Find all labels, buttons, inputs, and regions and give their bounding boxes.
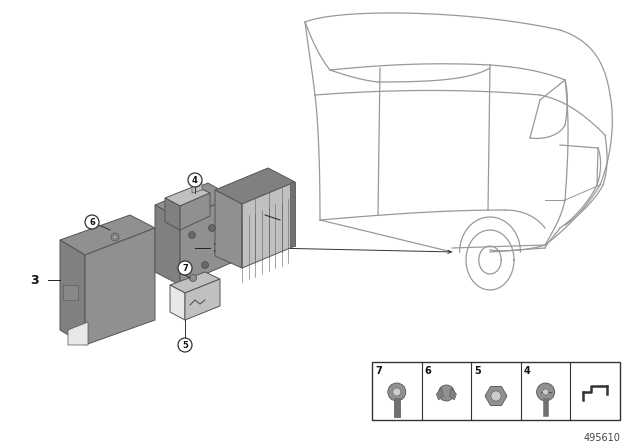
Text: 7: 7 [182,263,188,272]
Text: 5: 5 [474,366,481,376]
Text: 3: 3 [30,273,38,287]
Circle shape [536,383,555,401]
Polygon shape [242,182,295,268]
Polygon shape [155,205,180,285]
Circle shape [491,391,501,401]
Text: 2: 2 [213,241,221,254]
Polygon shape [180,197,233,285]
Text: 4: 4 [524,366,531,376]
Polygon shape [63,285,78,300]
Circle shape [178,261,192,275]
Text: 6: 6 [424,366,431,376]
Text: 7: 7 [375,366,381,376]
Polygon shape [436,388,444,400]
Polygon shape [165,186,210,206]
Polygon shape [215,168,295,204]
Polygon shape [165,198,180,230]
Polygon shape [290,182,295,246]
FancyBboxPatch shape [372,362,620,420]
Polygon shape [185,279,220,320]
Polygon shape [180,193,210,230]
Polygon shape [68,322,88,345]
Text: 1: 1 [283,211,292,224]
Polygon shape [60,240,85,345]
Circle shape [209,224,216,232]
Polygon shape [155,183,233,219]
Circle shape [202,262,209,268]
Circle shape [388,383,406,401]
Text: 495610: 495610 [583,433,620,443]
Polygon shape [215,190,242,268]
Circle shape [85,215,99,229]
Text: 4: 4 [192,176,198,185]
Circle shape [189,275,196,281]
Text: 6: 6 [89,217,95,227]
Circle shape [189,232,195,238]
Circle shape [178,338,192,352]
Polygon shape [170,272,220,293]
Polygon shape [85,228,155,345]
Polygon shape [60,215,155,255]
Polygon shape [192,182,202,193]
Circle shape [111,233,119,241]
Circle shape [393,388,401,396]
Text: 5: 5 [182,340,188,349]
Circle shape [543,389,548,395]
Circle shape [188,173,202,187]
Polygon shape [170,285,185,320]
Polygon shape [449,388,456,400]
Circle shape [113,235,117,239]
Circle shape [438,385,454,401]
